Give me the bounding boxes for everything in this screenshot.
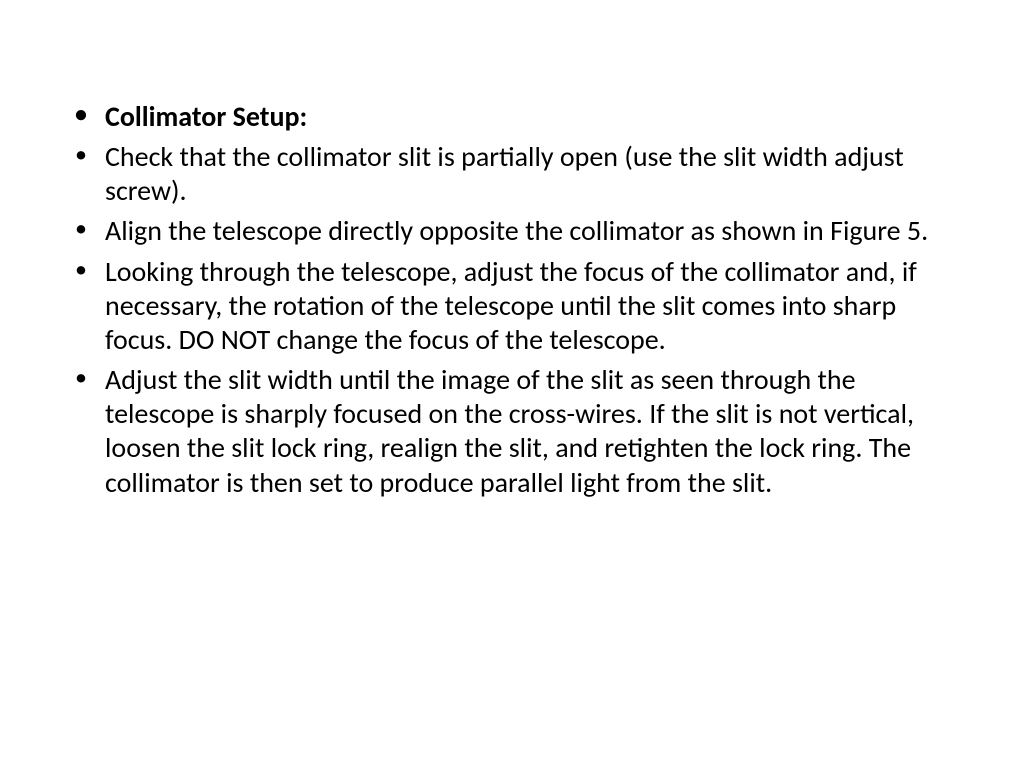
bullet-text: Align the telescope directly opposite th…	[105, 213, 928, 248]
bullet-item: Align the telescope directly opposite th…	[65, 214, 959, 248]
bullet-text: Collimator Setup:	[105, 99, 307, 134]
bullet-item: Looking through the telescope, adjust th…	[65, 255, 959, 357]
slide-body: Collimator Setup: Check that the collima…	[0, 0, 1024, 768]
bullet-list: Collimator Setup: Check that the collima…	[65, 100, 959, 500]
bullet-text: Looking through the telescope, adjust th…	[105, 254, 917, 357]
bullet-item: Check that the collimator slit is partia…	[65, 140, 959, 208]
bullet-item: Adjust the slit width until the image of…	[65, 363, 959, 500]
bullet-text: Check that the collimator slit is partia…	[105, 139, 904, 208]
bullet-text: Adjust the slit width until the image of…	[105, 362, 914, 499]
bullet-title: Collimator Setup:	[65, 100, 959, 134]
